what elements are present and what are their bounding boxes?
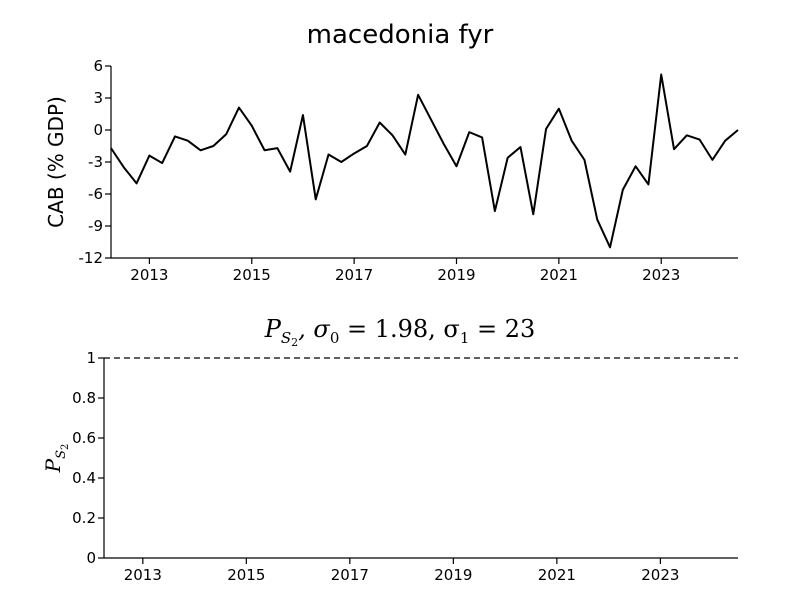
c2-x-tick-label: 2019 (434, 566, 472, 584)
c1-x-tick-label: 2013 (130, 266, 168, 284)
probability-chart-y-ticks: 0 0.2 0.4 0.6 0.8 1 (72, 349, 104, 567)
c1-x-tick-label: 2023 (642, 266, 680, 284)
probability-chart-ylabel-sub: S (54, 450, 69, 459)
c1-x-tick-label: 2017 (335, 266, 373, 284)
probability-chart-title: PS2, σ0 = 1.98, σ1 = 23 (264, 315, 536, 349)
cab-chart-axes (110, 66, 738, 259)
c2-y-tick-label: 0.2 (72, 509, 96, 527)
c1-y-tick-label: -3 (88, 153, 103, 171)
c1-series-line (110, 73, 739, 249)
c1-x-tick-label: 2019 (437, 266, 475, 284)
c2-x-tick-label: 2017 (331, 566, 369, 584)
c1-y-tick-label: 3 (93, 89, 103, 107)
c2-y-tick-label: 0.4 (72, 469, 96, 487)
c2-x-tick-label: 2023 (641, 566, 679, 584)
c1-y-tick-label: -9 (88, 217, 103, 235)
c2-x-tick-label: 2021 (538, 566, 576, 584)
cab-chart: macedonia fyr CAB (% GDP) -12 -9 -6 -3 0 3 6 2… (44, 20, 739, 284)
c2-x-tick-label: 2015 (227, 566, 265, 584)
probability-chart-ylabel: PS2 (41, 444, 71, 474)
cab-chart-ylabel: CAB (% GDP) (44, 96, 68, 228)
probability-chart: PS2, σ0 = 1.98, σ1 = 23 PS2 00.20.40.60.… (41, 315, 738, 584)
c1-y-tick-label: -6 (88, 185, 103, 203)
cab-chart-y-ticks: -12 -9 -6 -3 0 3 6 (79, 57, 111, 267)
probability-chart-title-s0sub: 0 (330, 329, 340, 347)
c1-x-tick-label: 2015 (233, 266, 271, 284)
c2-x-tick-label: 2013 (124, 566, 162, 584)
c1-y-tick-label: 0 (93, 121, 103, 139)
probability-chart-ylabel-subsub: 2 (60, 444, 71, 450)
cab-chart-title: macedonia fyr (307, 20, 494, 50)
probability-chart-ylabel-p: P (41, 458, 65, 473)
c1-y-tick-label: 6 (93, 57, 103, 75)
probability-chart-axes (103, 358, 738, 559)
c2-y-tick-label: 0 (86, 549, 96, 567)
probability-chart-title-s0val: = 1.98, σ (339, 315, 459, 343)
c2-y-tick-label: 0.8 (72, 389, 96, 407)
probability-chart-title-p: P (264, 315, 282, 343)
c2-y-tick-label: 0.6 (72, 429, 96, 447)
probability-chart-title-subsub: 2 (291, 336, 298, 349)
c1-y-tick-label: -12 (79, 249, 104, 267)
probability-chart-title-rest: , σ (298, 315, 330, 343)
probability-chart-title-sub: S (281, 329, 291, 347)
c1-x-tick-label: 2021 (540, 266, 578, 284)
probability-chart-title-s1sub: 1 (460, 329, 470, 347)
probability-chart-title-s1val: = 23 (469, 315, 535, 343)
cab-chart-series (110, 73, 739, 249)
probability-chart-x-ticks: 2013 2015 2017 2019 2021 2023 (124, 558, 679, 584)
cab-chart-x-ticks: 2013 2015 2017 2019 2021 2023 (130, 258, 680, 284)
c2-y-tick-label: 1 (86, 349, 96, 367)
